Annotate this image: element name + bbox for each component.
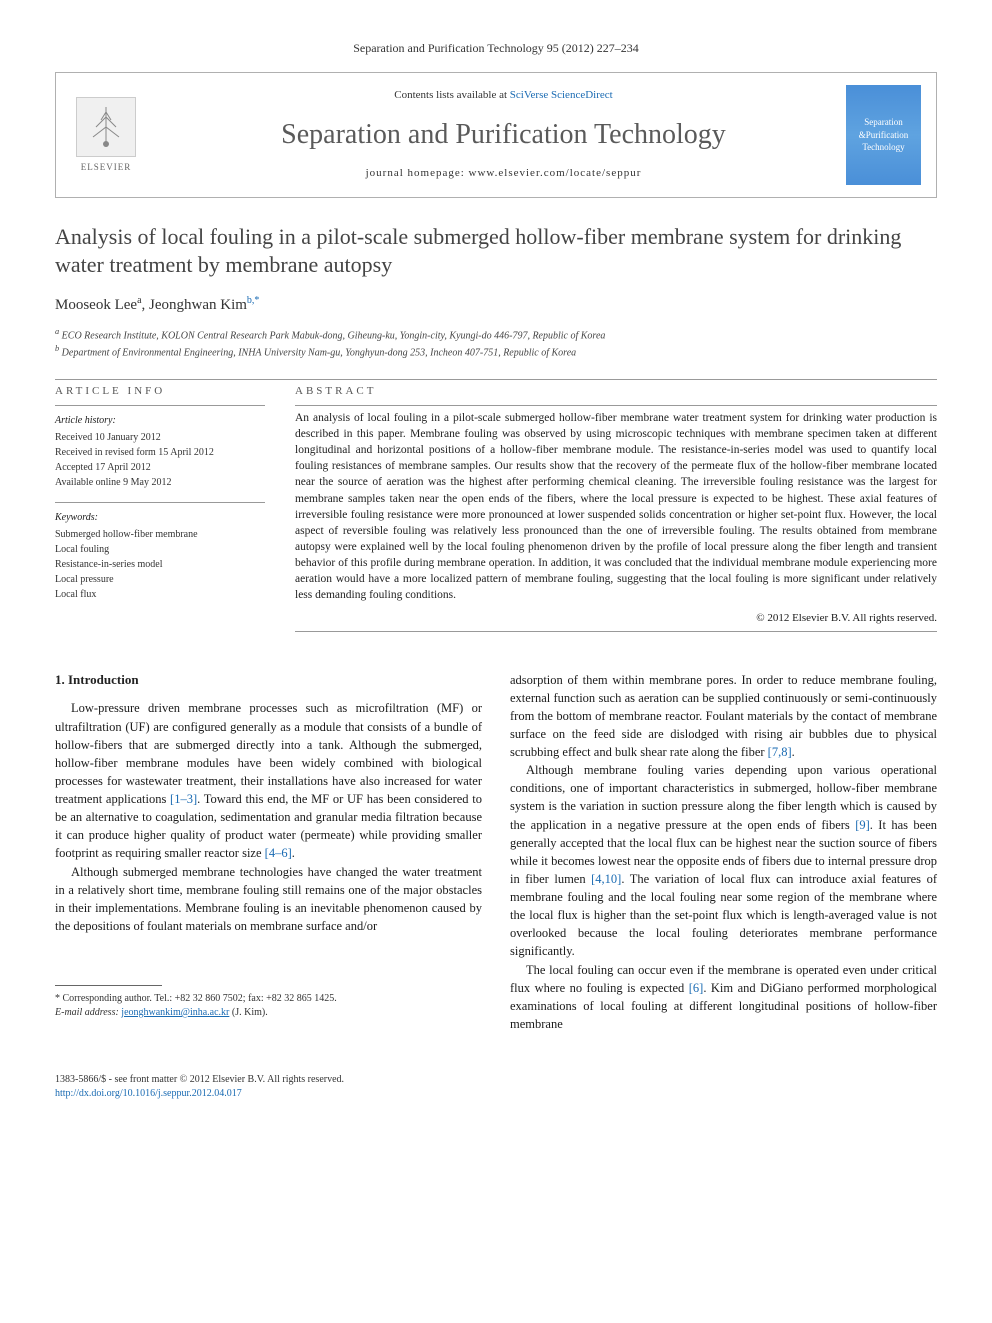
article-info-heading: ARTICLE INFO <box>55 384 265 399</box>
footnote-tel-fax: * Corresponding author. Tel.: +82 32 860… <box>55 992 482 1006</box>
article-info-column: ARTICLE INFO Article history: Received 1… <box>55 384 265 636</box>
email-label: E-mail address: <box>55 1007 119 1018</box>
abstract-heading: ABSTRACT <box>295 384 937 399</box>
page: Separation and Purification Technology 9… <box>0 0 992 1141</box>
divider <box>295 405 937 406</box>
reference-link[interactable]: [9] <box>855 818 870 832</box>
keywords-heading: Keywords: <box>55 511 265 525</box>
keyword-1: Submerged hollow-fiber membrane <box>55 527 265 542</box>
aff-a-text: ECO Research Institute, KOLON Central Re… <box>62 330 606 341</box>
journal-name: Separation and Purification Technology <box>161 115 846 154</box>
author-2-sup: b,* <box>247 295 260 306</box>
intro-para-3: Although membrane fouling varies dependi… <box>510 761 937 960</box>
author-2-name: Jeonghwan Kim <box>149 297 247 313</box>
history-revised: Received in revised form 15 April 2012 <box>55 445 265 460</box>
history-online: Available online 9 May 2012 <box>55 475 265 490</box>
affiliations: a ECO Research Institute, KOLON Central … <box>55 326 937 361</box>
history-accepted: Accepted 17 April 2012 <box>55 460 265 475</box>
body-two-column: 1. Introduction Low-pressure driven memb… <box>55 671 937 1034</box>
history-heading: Article history: <box>55 414 265 428</box>
p1-text-a: Low-pressure driven membrane processes s… <box>55 701 482 806</box>
title-row: Analysis of local fouling in a pilot-sca… <box>55 223 937 280</box>
footer-left: 1383-5866/$ - see front matter © 2012 El… <box>55 1073 344 1101</box>
keyword-5: Local flux <box>55 587 265 602</box>
reference-link[interactable]: [7,8] <box>768 745 792 759</box>
reference-link[interactable]: [4,10] <box>591 872 621 886</box>
masthead-center: Contents lists available at SciVerse Sci… <box>161 88 846 182</box>
homepage-url: www.elsevier.com/locate/seppur <box>469 167 642 179</box>
issn-copyright-line: 1383-5866/$ - see front matter © 2012 El… <box>55 1073 344 1087</box>
email-link[interactable]: jeonghwankim@inha.ac.kr <box>121 1007 229 1018</box>
footnote-email-line: E-mail address: jeonghwankim@inha.ac.kr … <box>55 1006 482 1020</box>
p1-text-c: . <box>292 846 295 860</box>
aff-b-text: Department of Environmental Engineering,… <box>62 348 576 359</box>
p2-text-a: Although submerged membrane technologies… <box>55 865 482 933</box>
intro-para-2a: Although submerged membrane technologies… <box>55 863 482 936</box>
divider <box>55 379 937 380</box>
info-abstract-row: ARTICLE INFO Article history: Received 1… <box>55 384 937 636</box>
keyword-4: Local pressure <box>55 572 265 587</box>
intro-para-2b: adsorption of them within membrane pores… <box>510 671 937 762</box>
journal-homepage-line: journal homepage: www.elsevier.com/locat… <box>161 166 846 181</box>
abstract-column: ABSTRACT An analysis of local fouling in… <box>295 384 937 636</box>
publisher-name: ELSEVIER <box>81 161 132 174</box>
author-1: Mooseok Leea <box>55 297 142 313</box>
reference-link[interactable]: [4–6] <box>265 846 292 860</box>
aff-a-sup: a <box>55 327 59 336</box>
elsevier-tree-icon <box>76 97 136 157</box>
elsevier-logo: ELSEVIER <box>71 90 141 180</box>
journal-cover-thumbnail: Separation &Purification Technology <box>846 85 921 185</box>
intro-para-4: The local fouling can occur even if the … <box>510 961 937 1034</box>
reference-link[interactable]: [1–3] <box>170 792 197 806</box>
page-footer: 1383-5866/$ - see front matter © 2012 El… <box>55 1073 937 1101</box>
contents-available-line: Contents lists available at SciVerse Sci… <box>161 88 846 103</box>
affiliation-a: a ECO Research Institute, KOLON Central … <box>55 326 937 343</box>
cover-text: Separation &Purification Technology <box>852 116 915 154</box>
masthead: ELSEVIER Contents lists available at Sci… <box>55 72 937 198</box>
intro-para-1: Low-pressure driven membrane processes s… <box>55 699 482 862</box>
affiliation-b: b Department of Environmental Engineerin… <box>55 343 937 360</box>
sciencedirect-link[interactable]: SciVerse ScienceDirect <box>510 89 613 101</box>
divider <box>55 502 265 503</box>
header-citation: Separation and Purification Technology 9… <box>55 40 937 57</box>
author-1-sup: a <box>137 295 141 306</box>
keyword-2: Local fouling <box>55 542 265 557</box>
author-list: Mooseok Leea, Jeonghwan Kimb,* <box>55 294 937 316</box>
doi-link[interactable]: http://dx.doi.org/10.1016/j.seppur.2012.… <box>55 1088 242 1099</box>
history-received: Received 10 January 2012 <box>55 430 265 445</box>
aff-b-sup: b <box>55 344 59 353</box>
abstract-copyright: © 2012 Elsevier B.V. All rights reserved… <box>295 611 937 626</box>
email-who: (J. Kim). <box>229 1007 267 1018</box>
p2-text-c: . <box>792 745 795 759</box>
contents-prefix: Contents lists available at <box>394 89 509 101</box>
keyword-3: Resistance-in-series model <box>55 557 265 572</box>
reference-link[interactable]: [6] <box>689 981 704 995</box>
author-1-name: Mooseok Lee <box>55 297 137 313</box>
p2-text-b: adsorption of them within membrane pores… <box>510 673 937 760</box>
homepage-prefix: journal homepage: <box>366 167 469 179</box>
abstract-text: An analysis of local fouling in a pilot-… <box>295 410 937 603</box>
footnote-divider <box>55 985 162 986</box>
divider <box>295 631 937 632</box>
introduction-heading: 1. Introduction <box>55 671 482 690</box>
article-title: Analysis of local fouling in a pilot-sca… <box>55 223 937 280</box>
author-2: Jeonghwan Kimb,* <box>149 297 259 313</box>
corresponding-author-footnote: * Corresponding author. Tel.: +82 32 860… <box>55 992 482 1020</box>
divider <box>55 405 265 406</box>
